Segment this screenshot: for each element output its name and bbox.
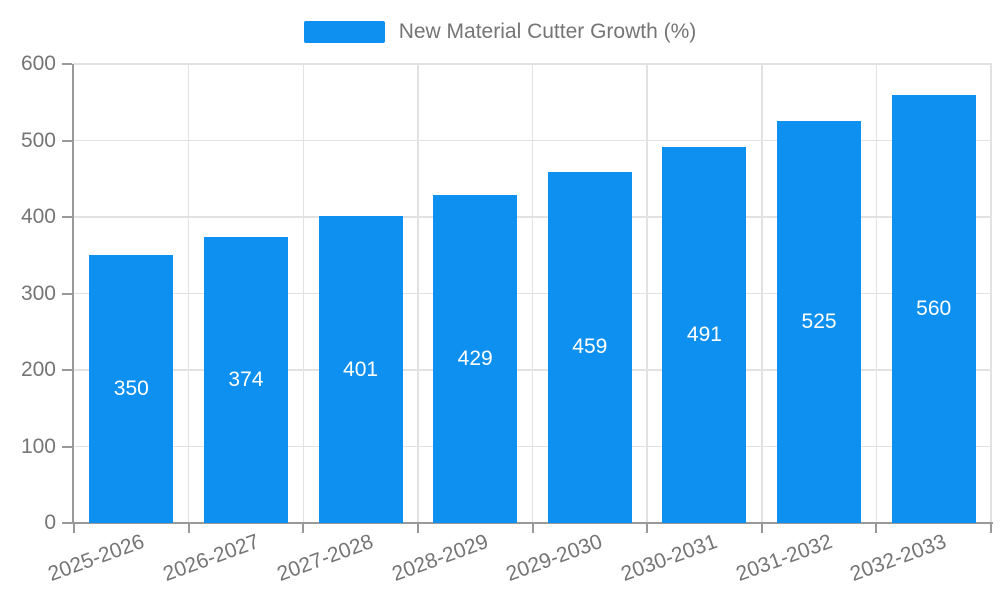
v-gridline bbox=[646, 64, 648, 523]
y-axis-tick-label: 400 bbox=[20, 205, 56, 228]
bar-value-label: 350 bbox=[113, 377, 149, 401]
bar[interactable]: 459 bbox=[547, 171, 632, 523]
bar[interactable]: 491 bbox=[662, 147, 747, 523]
v-gridline bbox=[761, 64, 763, 523]
legend-label[interactable]: New Material Cutter Growth (%) bbox=[398, 20, 697, 43]
bar[interactable]: 350 bbox=[89, 255, 174, 523]
x-axis-tick bbox=[875, 523, 878, 533]
x-axis-tick-label: 2029-2030 bbox=[503, 530, 606, 586]
y-axis-tick bbox=[62, 139, 72, 142]
y-axis-tick bbox=[62, 216, 72, 218]
x-axis-tick bbox=[302, 523, 305, 533]
bar[interactable]: 560 bbox=[891, 94, 976, 523]
v-gridline bbox=[417, 64, 419, 523]
bar[interactable]: 525 bbox=[777, 121, 862, 523]
x-axis-tick-label: 2027-2028 bbox=[274, 530, 377, 586]
v-gridline bbox=[990, 64, 992, 523]
y-axis-tick bbox=[62, 445, 72, 448]
legend[interactable]: New Material Cutter Growth (%) bbox=[0, 20, 1000, 44]
bar-value-label: 560 bbox=[916, 296, 952, 320]
y-axis-tick-label: 100 bbox=[20, 434, 56, 458]
y-axis-tick-label: 500 bbox=[20, 128, 56, 152]
bar-value-label: 459 bbox=[572, 335, 608, 359]
y-axis-tick bbox=[62, 522, 72, 524]
bar-value-label: 525 bbox=[801, 310, 837, 334]
x-axis-tick bbox=[416, 523, 419, 533]
bar-value-label: 401 bbox=[343, 357, 379, 381]
y-axis-tick bbox=[62, 292, 72, 295]
v-gridline bbox=[875, 64, 878, 523]
x-axis-tick-label: 2030-2031 bbox=[618, 530, 721, 586]
x-axis-tick bbox=[187, 523, 190, 533]
x-axis-tick-label: 2025-2026 bbox=[44, 530, 148, 586]
y-axis-line bbox=[72, 64, 74, 523]
x-axis-tick bbox=[531, 523, 534, 533]
v-gridline bbox=[302, 64, 304, 523]
x-axis-tick bbox=[646, 523, 649, 533]
bar[interactable]: 429 bbox=[433, 194, 518, 523]
bar-value-label: 429 bbox=[457, 346, 493, 370]
x-axis-tick bbox=[760, 523, 763, 533]
v-gridline bbox=[187, 64, 190, 523]
y-axis-tick-label: 0 bbox=[44, 511, 56, 534]
y-axis-tick bbox=[62, 63, 72, 65]
y-axis-tick-label: 200 bbox=[20, 358, 56, 381]
x-axis-tick bbox=[990, 523, 992, 533]
bar[interactable]: 401 bbox=[318, 216, 403, 523]
v-gridline bbox=[531, 64, 534, 523]
x-axis-tick-label: 2028-2029 bbox=[388, 530, 492, 586]
x-axis-tick-label: 2032-2033 bbox=[847, 530, 950, 586]
x-axis-tick-label: 2026-2027 bbox=[159, 530, 262, 586]
bar-value-label: 491 bbox=[686, 323, 722, 347]
x-axis-tick-label: 2031-2032 bbox=[732, 530, 835, 586]
bar-value-label: 374 bbox=[228, 367, 264, 391]
y-axis-tick bbox=[62, 369, 72, 371]
legend-swatch[interactable] bbox=[303, 21, 385, 43]
x-axis-tick bbox=[73, 523, 75, 533]
y-axis-tick-label: 300 bbox=[20, 281, 56, 305]
y-axis-tick-label: 600 bbox=[20, 52, 56, 75]
bar[interactable]: 374 bbox=[203, 236, 288, 523]
